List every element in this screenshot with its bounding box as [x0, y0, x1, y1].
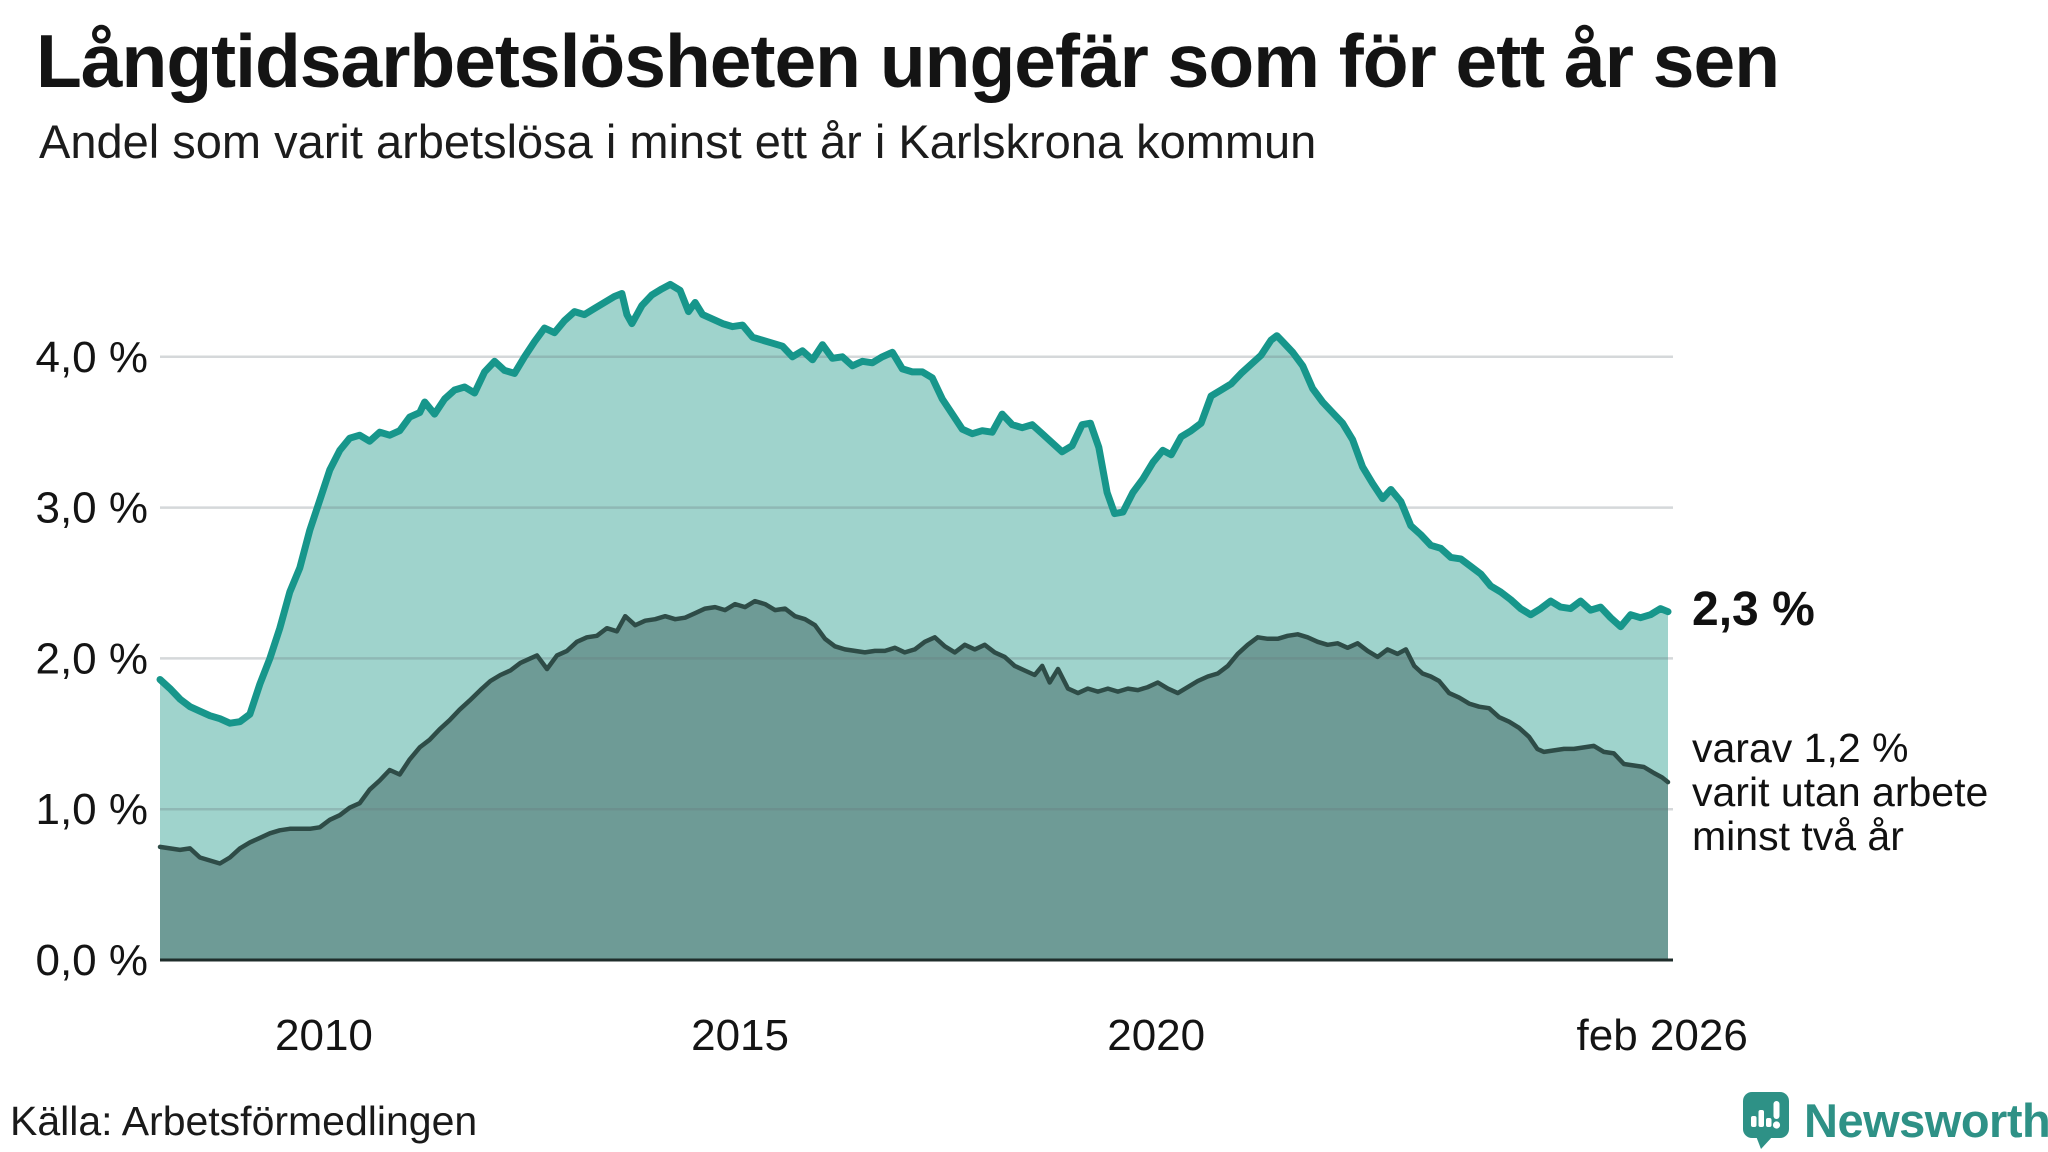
x-axis-labels: 2010 2015 2020 feb 2026 — [275, 1011, 1748, 1060]
chart-lines — [156, 280, 1672, 866]
source-note: Källa: Arbetsförmedlingen — [10, 1098, 478, 1144]
y-axis-label: 1,0 % — [35, 785, 148, 834]
x-axis-label: 2010 — [275, 1011, 373, 1060]
chart-areas — [160, 284, 1668, 960]
line-series-0 — [156, 280, 1672, 727]
chart-gridlines — [160, 355, 1673, 811]
x-axis-label: 2020 — [1107, 1011, 1205, 1060]
annotation-secondary: varav 1,2 % varit utan arbete minst två … — [1692, 725, 1989, 859]
y-axis-label: 3,0 % — [35, 484, 148, 533]
newsworthy-logo-text: Newsworthy — [1804, 1093, 2048, 1147]
y-axis-labels: 0,0 % 1,0 % 2,0 % 3,0 % 4,0 % — [35, 333, 148, 985]
y-axis-label: 2,0 % — [35, 634, 148, 683]
y-axis-label: 0,0 % — [35, 936, 148, 985]
newsworthy-logo-icon — [1743, 1092, 1789, 1149]
x-axis-label: 2015 — [691, 1011, 789, 1060]
page-title: Långtidsarbetslösheten ungefär som för e… — [36, 19, 1780, 103]
x-axis-label: feb 2026 — [1577, 1011, 1748, 1060]
annotation-latest-value: 2,3 % — [1692, 583, 1815, 636]
page-subtitle: Andel som varit arbetslösa i minst ett å… — [39, 115, 1317, 168]
line-series-1 — [157, 598, 1671, 866]
area-series-1 — [160, 601, 1668, 960]
newsworthy-logo: Newsworthy — [1742, 1090, 2048, 1150]
y-axis-label: 4,0 % — [35, 333, 148, 382]
